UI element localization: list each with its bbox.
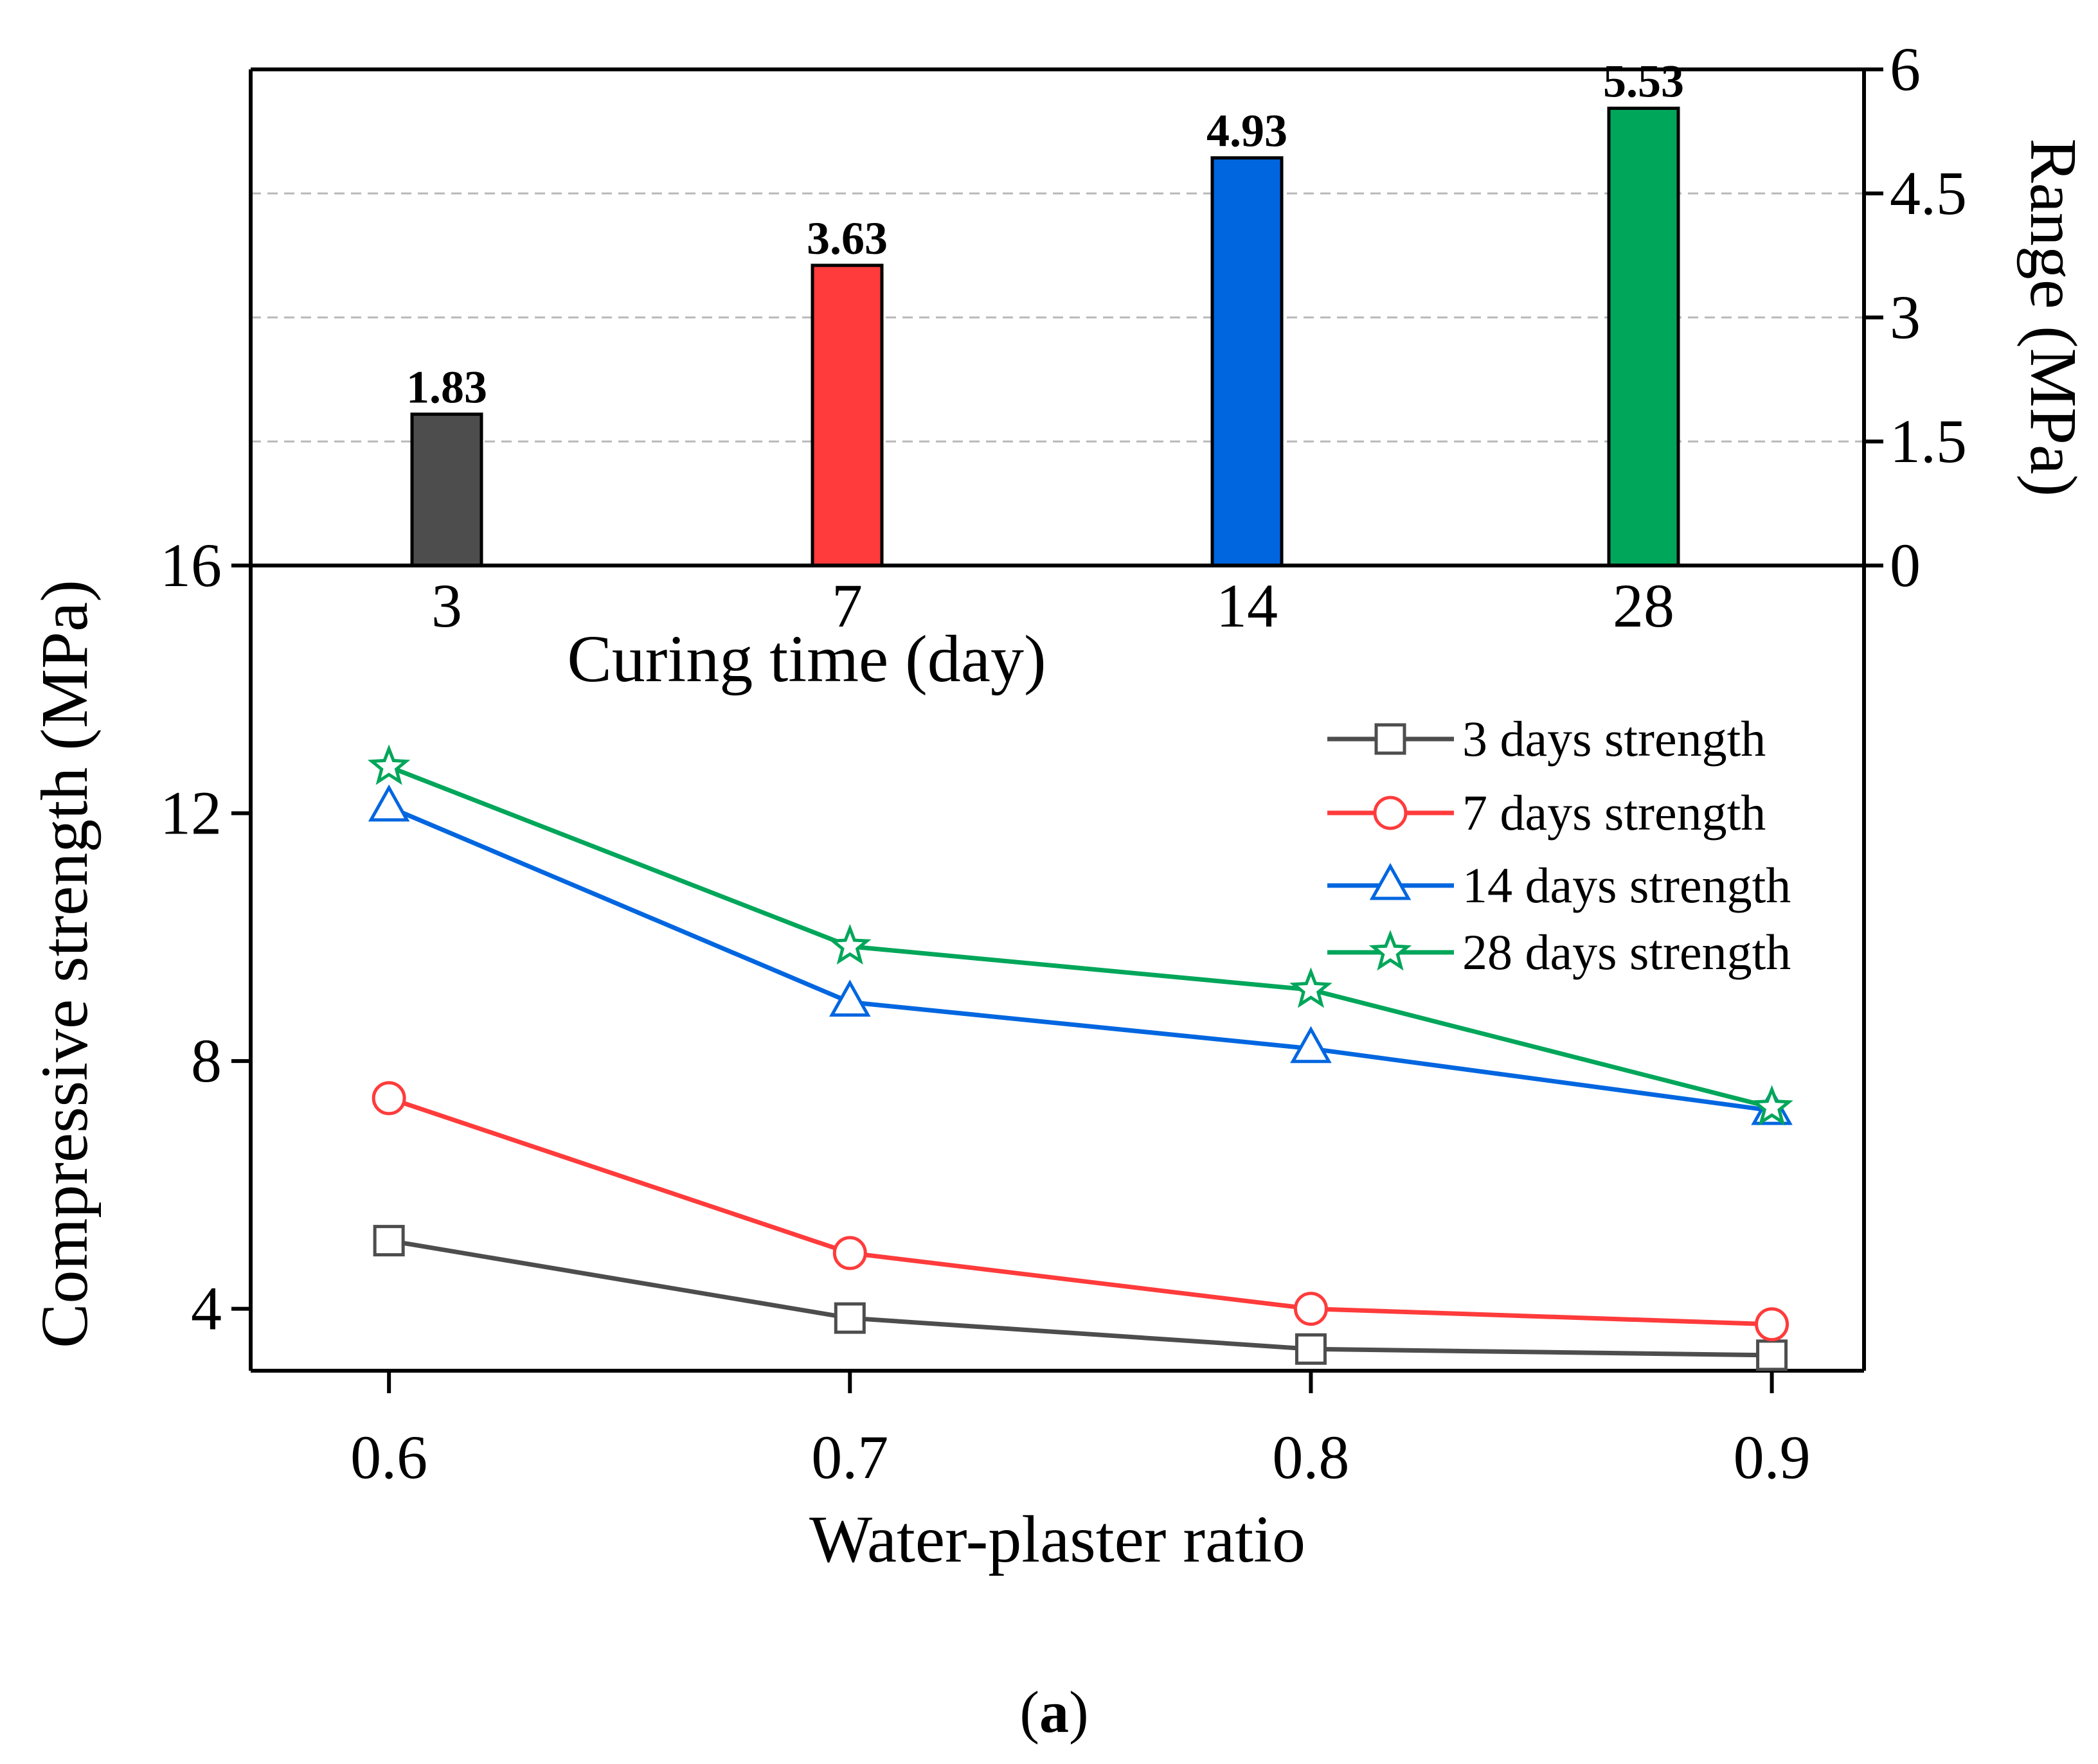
line-y-tick-label: 8 xyxy=(191,1026,222,1095)
data-point xyxy=(1750,1085,1793,1126)
line-y-tick-label: 16 xyxy=(160,531,222,600)
data-point xyxy=(1293,1292,1328,1326)
data-point xyxy=(1755,1307,1789,1342)
line-x-tick-label: 0.7 xyxy=(811,1423,888,1492)
data-point xyxy=(829,923,872,965)
data-point xyxy=(1756,1339,1788,1371)
bar-value-label: 3.63 xyxy=(807,213,888,264)
line-x-tick-label: 0.6 xyxy=(350,1423,427,1492)
data-point xyxy=(829,979,871,1017)
data-point xyxy=(372,1081,406,1116)
data-point xyxy=(1295,1333,1327,1365)
data-point xyxy=(832,1236,867,1270)
bar-7 xyxy=(811,263,884,567)
bar-value-label: 4.93 xyxy=(1206,105,1287,157)
legend-item: 7 days strength xyxy=(1327,785,1766,841)
bar-value-label: 1.83 xyxy=(406,362,487,413)
bar-28 xyxy=(1607,106,1680,567)
bar-y-tick-label: 6 xyxy=(1890,35,1921,103)
bar-y-tick-label: 1.5 xyxy=(1890,407,1967,476)
bar-14 xyxy=(1210,156,1284,567)
line-x-tick-label: 0.8 xyxy=(1272,1423,1349,1492)
legend-item: 28 days strength xyxy=(1327,924,1791,980)
legend-marker xyxy=(1369,862,1412,900)
bar-x-tick-label: 28 xyxy=(1613,571,1674,640)
data-point xyxy=(1290,1026,1332,1064)
series-2 xyxy=(372,1081,1789,1342)
data-point xyxy=(373,1225,405,1257)
legend-label: 7 days strength xyxy=(1462,785,1766,841)
bar-value-label: 5.53 xyxy=(1603,55,1684,107)
data-point xyxy=(834,1302,866,1334)
bar-chart: 1.83 3 3.63 7 4.93 14 5.53 28 0 1.5 3 4.5 6 Curing ti… xyxy=(251,35,2090,696)
line-y-tick-label: 12 xyxy=(160,779,222,848)
line-y-tick-label: 4 xyxy=(191,1274,222,1343)
legend-item: 3 days strength xyxy=(1327,711,1766,767)
line-x-tick-label: 0.9 xyxy=(1734,1423,1811,1492)
bar-y-tick-label: 4.5 xyxy=(1890,159,1967,227)
line-y-axis-title: Compressive strength (MPa) xyxy=(28,580,102,1348)
series-1 xyxy=(373,1225,1788,1371)
data-point xyxy=(1289,967,1332,1008)
line-chart: 4 8 12 16 0.6 0.7 0.8 0.9 Water-plaster ratio Com… xyxy=(28,69,1866,1576)
bar-x-axis-title: Curing time (day) xyxy=(567,622,1046,696)
data-point xyxy=(367,744,411,785)
data-point xyxy=(368,784,410,822)
bar-y-axis-title: Range (MPa) xyxy=(2016,138,2090,496)
legend-label: 28 days strength xyxy=(1462,924,1791,980)
legend-item: 14 days strength xyxy=(1327,857,1791,913)
series-line xyxy=(388,1096,1772,1327)
series-line xyxy=(388,805,1773,1113)
legend-label: 14 days strength xyxy=(1462,857,1791,913)
legend-marker xyxy=(1368,930,1412,971)
bar-3 xyxy=(410,413,483,567)
bar-x-tick-label: 3 xyxy=(431,571,462,640)
legend-label: 3 days strength xyxy=(1462,711,1766,767)
series-4 xyxy=(367,744,1793,1126)
caption: (a) xyxy=(1019,1679,1088,1745)
bar-x-tick-label: 14 xyxy=(1216,571,1278,640)
legend-marker xyxy=(1373,796,1408,830)
bar-x-tick-label: 7 xyxy=(832,571,863,640)
series-line xyxy=(388,764,1773,1110)
series-line xyxy=(388,1238,1772,1358)
line-x-axis-title: Water-plaster ratio xyxy=(809,1502,1305,1576)
bar-y-tick-label: 0 xyxy=(1890,531,1921,600)
bar-y-tick-label: 3 xyxy=(1890,283,1921,352)
legend: 3 days strength 7 days strength 14 days st… xyxy=(1327,711,1791,980)
legend-marker xyxy=(1374,723,1406,755)
